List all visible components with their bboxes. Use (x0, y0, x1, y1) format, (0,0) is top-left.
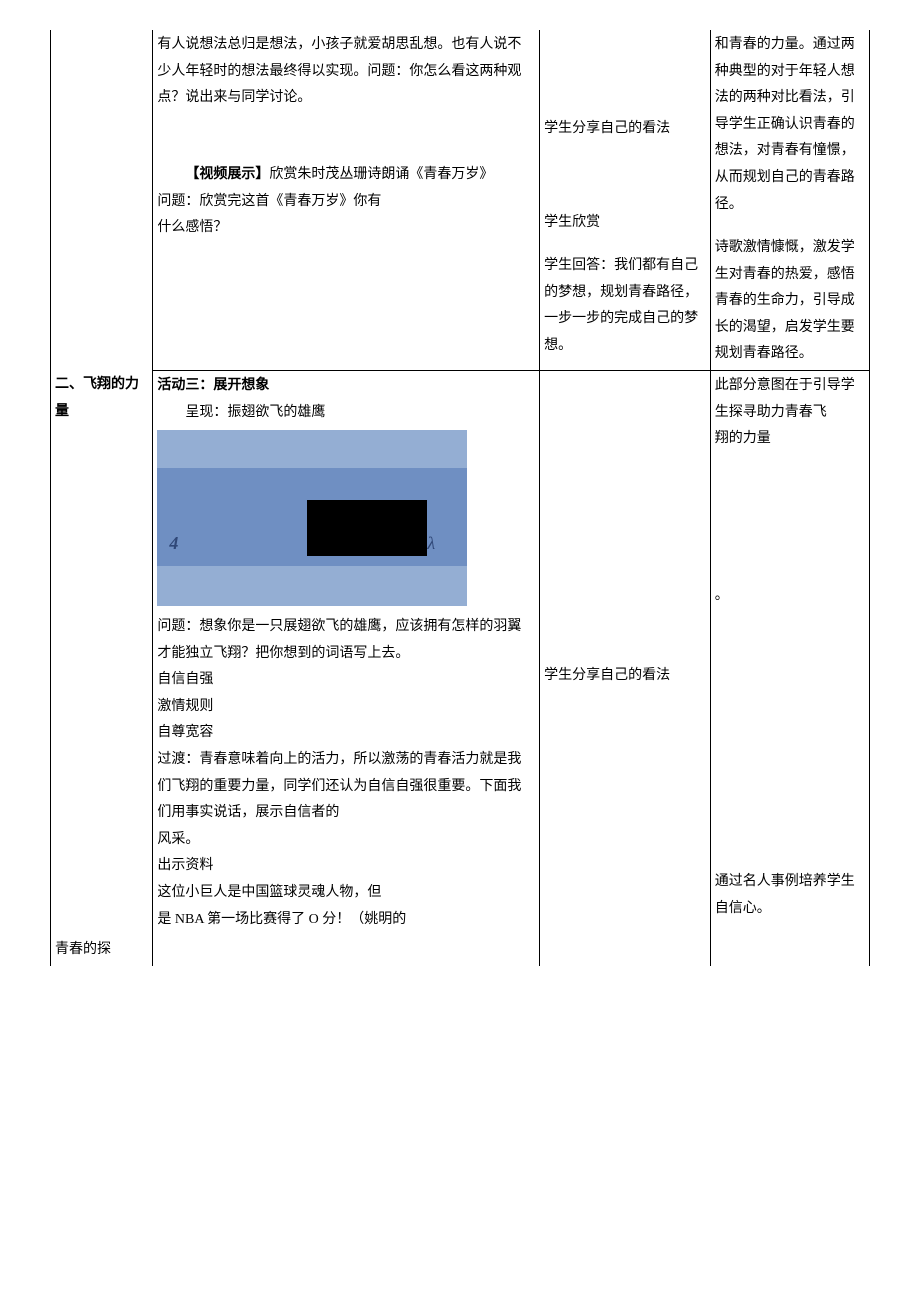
text: 欣赏朱时茂丛珊诗朗诵《青春万岁》 (269, 167, 493, 182)
teacher-activity-cell (153, 935, 540, 966)
student-activity-cell: 学生分享自己的看法 (540, 370, 711, 935)
design-intent-cell: 此部分意图在于引导学生探寻助力青春飞 翔的力量 。 通过名人事例培养学生自信心。 (710, 370, 869, 935)
table-row: 青春的探 (51, 935, 870, 966)
text: 过渡：青春意味着向上的活力，所以激荡的青春活力就是我们飞翔的重要力量，同学们还认… (157, 747, 535, 827)
text: 和青春的力量。通过两种典型的对于年轻人想法的两种对比看法，引导学生正确认识青春的… (715, 32, 865, 218)
text: 【视频展示】欣赏朱时茂丛珊诗朗诵《青春万岁》 (157, 162, 535, 189)
text: 问题：欣赏完这首《青春万岁》你有 (157, 189, 535, 216)
text: 激情规则 (157, 694, 535, 721)
text: 学生回答：我们都有自己的梦想，规划青春路径，一步一步的完成自己的梦想。 (544, 253, 706, 359)
text: 问题：想象你是一只展翅欲飞的雄鹰，应该拥有怎样的羽翼才能独立飞翔？把你想到的词语… (157, 614, 535, 667)
teacher-activity-cell: 有人说想法总归是想法，小孩子就爱胡思乱想。也有人说不少人年轻时的想法最终得以实现… (153, 30, 540, 370)
text: 学生分享自己的看法 (544, 116, 706, 143)
text: 这位小巨人是中国篮球灵魂人物，但 (157, 880, 535, 907)
student-activity-cell: 学生分享自己的看法 学生欣赏 学生回答：我们都有自己的梦想，规划青春路径，一步一… (540, 30, 711, 370)
text: 翔的力量 (715, 426, 865, 453)
text: 是 NBA 第一场比赛得了 O 分！（姚明的 (157, 907, 535, 934)
text: 学生分享自己的看法 (544, 663, 706, 690)
design-intent-cell: 和青春的力量。通过两种典型的对于年轻人想法的两种对比看法，引导学生正确认识青春的… (710, 30, 869, 370)
section-title: 青春的探 (51, 935, 152, 966)
section-title-cell: 青春的探 (51, 935, 153, 966)
image-lambda: λ (427, 526, 435, 560)
lesson-plan-table: 有人说想法总归是想法，小孩子就爱胡思乱想。也有人说不少人年轻时的想法最终得以实现… (50, 30, 870, 966)
text: 此部分意图在于引导学生探寻助力青春飞 (715, 373, 865, 426)
design-intent-cell (710, 935, 869, 966)
text: 出示资料 (157, 853, 535, 880)
teacher-activity-cell: 活动三：展开想象 呈现：振翅欲飞的雄鹰 4 λ 问题：想象你是一只展翅欲飞的雄鹰… (153, 370, 540, 935)
text: 通过名人事例培养学生自信心。 (715, 869, 865, 922)
text: 。 (715, 583, 865, 610)
section-title-cell: 二、飞翔的力量 (51, 370, 153, 935)
image-num: 4 (169, 526, 178, 560)
text: 自信自强 (157, 667, 535, 694)
eagle-image-placeholder: 4 λ (157, 430, 467, 610)
student-activity-cell (540, 935, 711, 966)
text: 学生欣赏 (544, 210, 706, 237)
section-title: 二、飞翔的力量 (51, 370, 152, 427)
label: 【视频展示】 (185, 167, 269, 182)
text: 风采。 (157, 827, 535, 854)
text: 诗歌激情慷慨，激发学生对青春的热爱，感悟青春的生命力，引导成长的渴望，启发学生要… (715, 235, 865, 368)
text: 自尊宽容 (157, 720, 535, 747)
section-title-cell (51, 30, 153, 370)
text: 呈现：振翅欲飞的雄鹰 (157, 400, 535, 427)
table-row: 二、飞翔的力量 活动三：展开想象 呈现：振翅欲飞的雄鹰 4 λ 问题：想象你是一… (51, 370, 870, 935)
text: 有人说想法总归是想法，小孩子就爱胡思乱想。也有人说不少人年轻时的想法最终得以实现… (157, 32, 535, 112)
table-row: 有人说想法总归是想法，小孩子就爱胡思乱想。也有人说不少人年轻时的想法最终得以实现… (51, 30, 870, 370)
text: 什么感悟？ (157, 215, 535, 242)
activity-title: 活动三：展开想象 (157, 373, 535, 400)
